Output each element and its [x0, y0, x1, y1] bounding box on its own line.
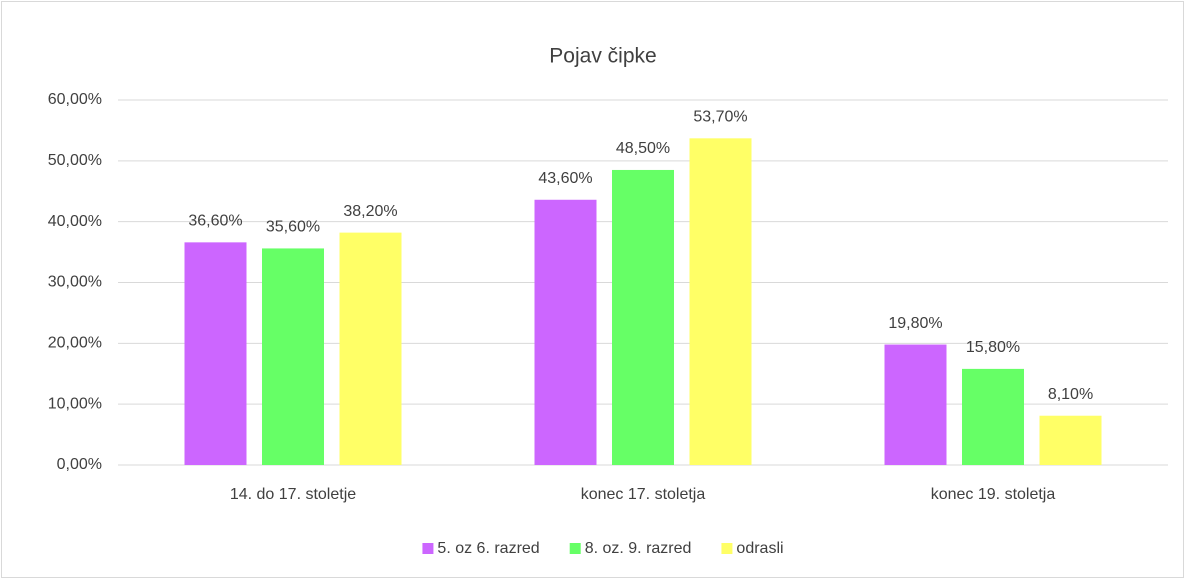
bar — [262, 248, 324, 465]
bar — [612, 169, 674, 466]
bar — [184, 242, 247, 465]
data-label: 48,50% — [616, 140, 670, 157]
bar — [339, 232, 402, 465]
x-tick-label: konec 19. stoletja — [931, 486, 1056, 503]
bar — [1039, 415, 1102, 465]
y-tick-label: 50,00% — [48, 152, 102, 169]
bar — [534, 199, 597, 465]
x-tick-label: 14. do 17. stoletje — [230, 486, 356, 503]
bar — [962, 368, 1024, 465]
legend-swatch — [422, 543, 434, 554]
y-tick-label: 0,00% — [57, 456, 102, 473]
legend-label: odrasli — [736, 540, 783, 557]
data-label: 15,80% — [966, 339, 1020, 356]
y-tick-label: 60,00% — [48, 91, 102, 108]
data-label: 36,60% — [188, 213, 242, 230]
y-tick-label: 30,00% — [48, 274, 102, 291]
data-label: 43,60% — [538, 170, 592, 187]
legend-swatch — [721, 543, 733, 554]
chart-title: Pojav čipke — [549, 45, 656, 68]
legend-swatch — [569, 543, 581, 554]
bar — [884, 344, 947, 465]
y-tick-label: 20,00% — [48, 335, 102, 352]
data-label: 19,80% — [888, 315, 942, 332]
data-label: 35,60% — [266, 219, 320, 236]
bar — [689, 138, 752, 465]
legend-label: 5. oz 6. razred — [437, 540, 539, 557]
x-tick-label: konec 17. stoletja — [581, 486, 706, 503]
legend-label: 8. oz. 9. razred — [585, 540, 692, 557]
data-label: 8,10% — [1048, 386, 1093, 403]
data-label: 38,20% — [343, 203, 397, 220]
y-tick-label: 10,00% — [48, 395, 102, 412]
data-label: 53,70% — [693, 109, 747, 126]
y-tick-label: 40,00% — [48, 213, 102, 230]
